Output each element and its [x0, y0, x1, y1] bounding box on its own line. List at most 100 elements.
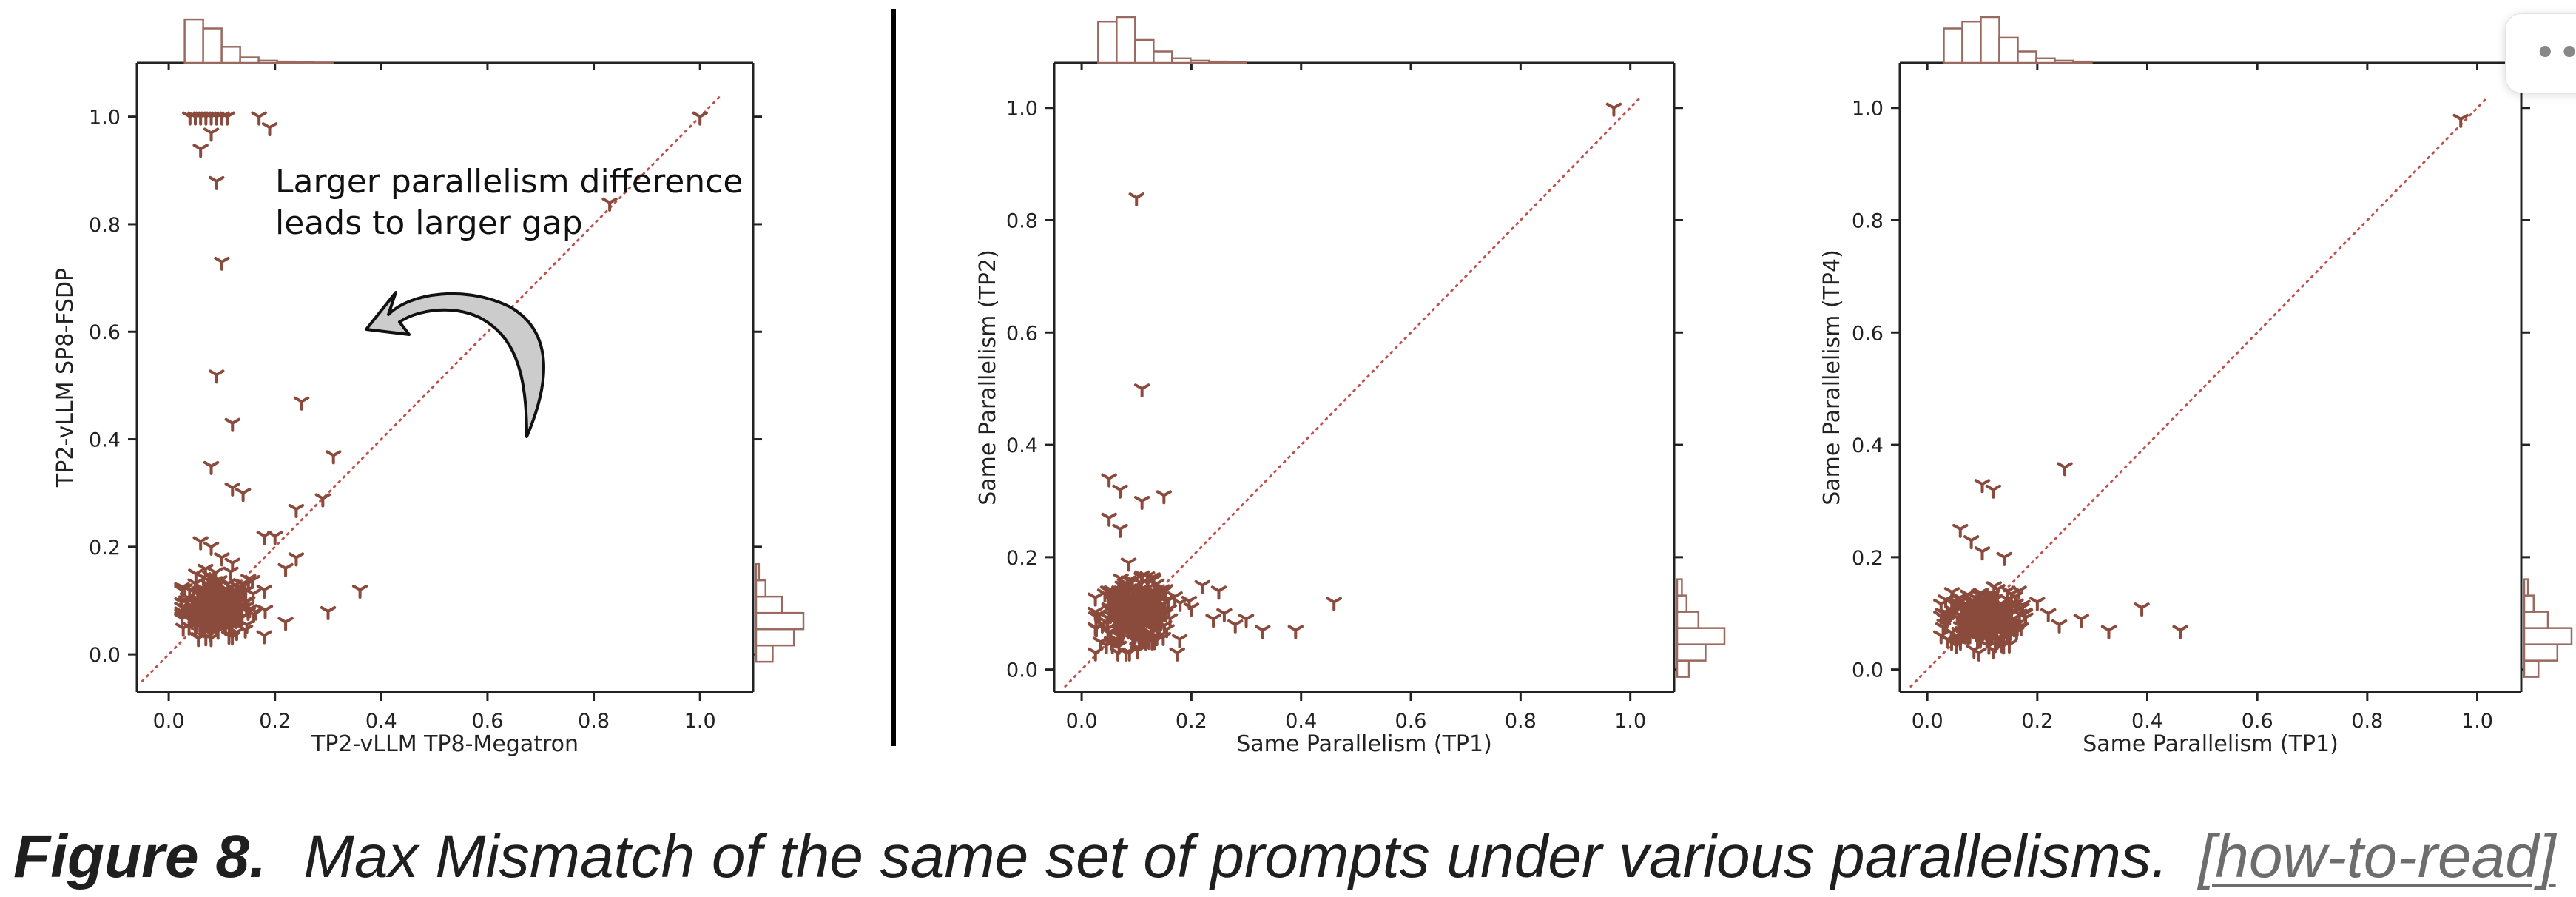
reference-line: [1909, 95, 2489, 688]
histogram-x-bar: [1153, 50, 1173, 64]
histogram-y-bar: [755, 595, 783, 614]
histogram-x-bar: [294, 61, 315, 64]
histogram-x-bar: [1980, 16, 2000, 64]
data-point: [2051, 619, 2068, 634]
histogram-x-bar: [202, 27, 223, 64]
x-tick-label: 0.6: [471, 710, 503, 733]
histogram-y-bar: [1676, 611, 1700, 629]
data-point: [1156, 490, 1173, 505]
data-point: [1952, 523, 1969, 538]
data-point: [1227, 619, 1244, 634]
cluster-point: [1153, 588, 1169, 602]
data-point: [1194, 579, 1210, 594]
cluster-point: [1107, 634, 1124, 648]
cluster-point: [1118, 647, 1134, 662]
data-point: [277, 617, 294, 631]
y-tick-label: 0.4: [89, 429, 121, 452]
data-point: [2134, 602, 2150, 617]
data-point: [1974, 479, 1991, 494]
x-tick-label: 0.0: [1066, 710, 1098, 733]
y-tick-label: 0.6: [1852, 322, 1884, 345]
data-point: [2029, 597, 2046, 611]
data-point: [256, 584, 273, 599]
data-point: [325, 450, 342, 465]
data-point: [2452, 113, 2469, 128]
data-point: [1112, 523, 1128, 538]
histogram-x-bar: [2054, 59, 2074, 64]
y-axis-label: Same Parallelism (TP4): [1819, 249, 1845, 505]
x-axis-label: TP2-vLLM TP8-Megatron: [311, 731, 579, 757]
data-point: [1133, 383, 1150, 398]
reference-line: [141, 94, 723, 682]
how-to-read-link[interactable]: [how-to-read]: [2198, 823, 2556, 890]
histogram-y-bar: [1676, 627, 1726, 645]
data-point: [692, 111, 708, 126]
cluster-point: [1169, 647, 1185, 662]
cluster-point: [1159, 624, 1175, 639]
data-point: [214, 552, 230, 567]
data-point: [1112, 484, 1128, 499]
cluster-point: [1087, 592, 1104, 607]
x-tick-label: 0.4: [1285, 710, 1317, 733]
cluster-point: [1992, 617, 2009, 631]
cluster-point: [188, 568, 204, 583]
cluster-point: [1126, 581, 1142, 596]
x-axis-label: Same Parallelism (TP1): [1236, 731, 1492, 757]
x-axis-label: Same Parallelism (TP1): [2083, 731, 2339, 757]
histogram-y-bar: [1676, 578, 1683, 597]
cluster-point: [1130, 602, 1147, 617]
data-point: [1963, 535, 1980, 550]
data-point: [209, 369, 225, 384]
data-point: [1996, 551, 2012, 566]
chart-panel-3: 0.0 0.2 0.4 0.6 0.8 1.0 0.0 0.2 0.4 0.6 0.8 1.0 Same…: [1819, 16, 2573, 757]
histogram-x-bar: [2035, 57, 2056, 64]
data-point: [224, 417, 240, 432]
cluster-point: [1965, 611, 1981, 625]
x-tick-label: 0.8: [1505, 710, 1537, 733]
more-options-button[interactable]: •••: [2505, 13, 2576, 93]
histogram-y-bar: [2523, 578, 2529, 597]
cluster-point: [2014, 599, 2031, 614]
cluster-point: [174, 597, 190, 611]
data-point: [1210, 585, 1227, 600]
cluster-point: [2009, 622, 2026, 637]
histogram-y-bar: [1676, 594, 1688, 613]
chart-panel-2: 0.0 0.2 0.4 0.6 0.8 1.0 0.0 0.2 0.4 0.6 0.8 1.0 Same…: [975, 16, 1726, 757]
y-tick-label: 1.0: [1852, 98, 1884, 121]
reference-line: [1064, 95, 1643, 688]
data-point: [1167, 591, 1183, 605]
histogram-y-bar: [755, 611, 805, 631]
data-point: [277, 562, 294, 577]
cluster-point: [1113, 573, 1129, 588]
histogram-y-bar: [2523, 611, 2549, 629]
cluster-point: [1989, 584, 2006, 599]
cluster-point: [228, 604, 244, 619]
figure-svg: 0.0 0.2 0.4 0.6 0.8 1.0 0.0 0.2 0.4 0.6 0.8 1.0 TP2-…: [53, 9, 2573, 757]
histogram-x-bar: [2072, 60, 2093, 64]
cluster-point: [1133, 613, 1150, 628]
data-point: [2040, 608, 2057, 622]
cluster-point: [1999, 604, 2016, 619]
x-tick-label: 0.0: [1912, 710, 1943, 733]
y-tick-label: 1.0: [89, 107, 121, 130]
histogram-y-bar: [2523, 659, 2540, 678]
data-point: [2100, 625, 2117, 639]
y-tick-label: 0.0: [1006, 659, 1038, 682]
cluster-point: [193, 600, 210, 615]
data-point: [2007, 591, 2023, 605]
data-point: [1985, 484, 2002, 499]
y-tick-label: 0.4: [1006, 434, 1038, 457]
x-tick-label: 0.0: [153, 710, 185, 733]
data-point: [1605, 102, 1622, 117]
cluster-point: [256, 630, 272, 645]
x-tick-label: 0.2: [259, 710, 291, 733]
data-point: [235, 488, 252, 503]
data-point: [251, 111, 267, 126]
data-point: [240, 574, 257, 588]
data-point: [2172, 625, 2188, 639]
cluster-point: [1171, 634, 1188, 648]
y-tick-label: 0.0: [89, 644, 121, 667]
cluster-point: [1111, 589, 1127, 604]
cluster-point: [215, 606, 232, 621]
y-axis-label: TP2-vLLM SP8-FSDP: [53, 268, 78, 488]
